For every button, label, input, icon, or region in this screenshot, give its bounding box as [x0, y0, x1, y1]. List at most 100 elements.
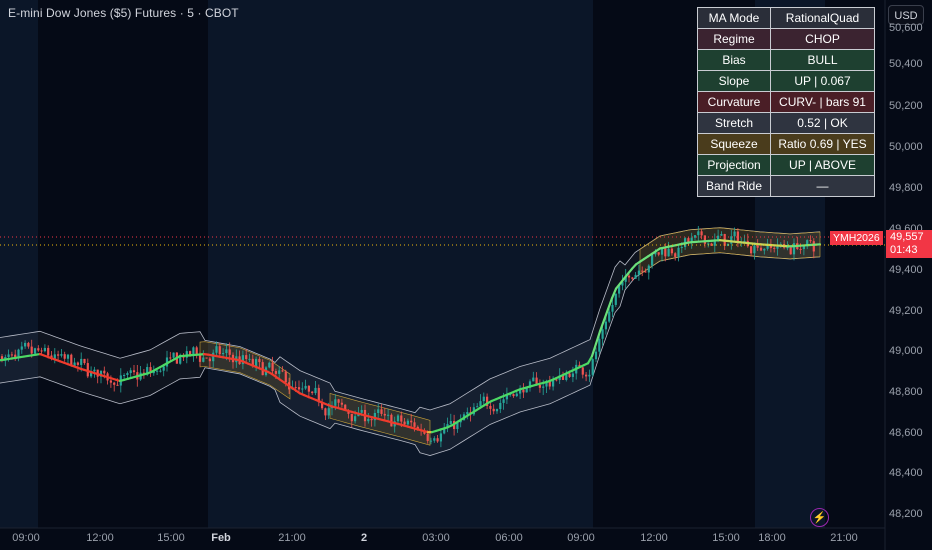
candle-body — [786, 247, 789, 249]
time-tick: 03:00 — [422, 532, 450, 544]
candle-body — [677, 247, 680, 257]
price-tick: 48,400 — [889, 467, 923, 479]
candle-body — [218, 346, 221, 355]
candle-body — [703, 235, 706, 244]
candle-body — [588, 374, 591, 377]
candle-body — [799, 248, 802, 250]
price-tick: 48,800 — [889, 386, 923, 398]
candle-body — [215, 346, 218, 353]
candle-body — [248, 358, 251, 360]
candle-body — [103, 370, 106, 374]
candle-body — [525, 387, 528, 393]
stats-key: Projection — [697, 154, 771, 176]
candle-body — [195, 347, 198, 355]
candle-body — [159, 370, 162, 372]
candle-body — [228, 349, 231, 355]
ma-segment — [610, 287, 618, 300]
candle-body — [759, 247, 763, 251]
candle-body — [90, 371, 93, 377]
candle-body — [73, 362, 76, 367]
candle-body — [403, 421, 406, 425]
candle-body — [165, 357, 169, 367]
time-tick: 15:00 — [157, 532, 185, 544]
candle-body — [806, 240, 809, 246]
candle-body — [93, 369, 96, 372]
stats-row: MA Mode RationalQuad — [697, 7, 875, 29]
candle-body — [116, 384, 119, 386]
candle-body — [172, 352, 175, 358]
candle-body — [185, 351, 188, 358]
candle-body — [410, 420, 413, 423]
candle-body — [558, 375, 561, 381]
candle-body — [479, 401, 482, 407]
candle-body — [604, 321, 607, 330]
candle-body — [519, 389, 522, 394]
candle-body — [733, 231, 736, 237]
stats-row: Slope UP | 0.067 — [697, 70, 875, 92]
stats-value: Ratio 0.69 | YES — [770, 133, 875, 155]
candle-body — [225, 349, 228, 354]
candle-body — [618, 285, 621, 294]
candle-body — [446, 424, 449, 428]
candle-body — [40, 350, 43, 352]
candle-body — [212, 352, 215, 362]
candle-body — [57, 354, 60, 356]
candle-body — [654, 252, 657, 255]
candle-body — [202, 357, 205, 362]
candle-body — [278, 370, 281, 374]
stats-value: CURV- | bars 91 — [770, 91, 875, 113]
last-price-value: 49,557 — [890, 231, 924, 243]
candle-body — [321, 402, 324, 409]
candle-body — [162, 366, 165, 371]
chart-title: E-mini Dow Jones ($5) Futures · 5 · CBOT — [8, 6, 239, 20]
candle-body — [10, 354, 13, 356]
candle-body — [548, 380, 551, 387]
candle-body — [281, 370, 284, 372]
candle-body — [413, 422, 416, 427]
candle-body — [43, 347, 46, 352]
stats-key: Curvature — [697, 91, 771, 113]
candle-body — [367, 418, 370, 422]
candle-body — [80, 358, 83, 365]
candle-body — [297, 387, 301, 390]
price-tick: 48,600 — [889, 427, 923, 439]
candle-body — [499, 402, 502, 410]
time-tick: 21:00 — [830, 532, 858, 544]
candle-body — [657, 252, 660, 255]
candle-body — [631, 277, 634, 279]
candle-body — [30, 346, 33, 354]
candle-body — [532, 377, 535, 382]
candle-body — [113, 382, 116, 385]
candle-body — [304, 385, 307, 389]
candle-body — [189, 351, 192, 356]
candle-body — [624, 275, 627, 282]
session-shading — [0, 0, 825, 528]
candle-body — [687, 238, 690, 243]
stats-key: Band Ride — [697, 175, 771, 197]
candle-body — [396, 415, 400, 422]
candle-body — [27, 342, 30, 347]
candle-body — [528, 381, 532, 388]
candle-body — [337, 399, 340, 403]
time-tick: 18:00 — [758, 532, 786, 544]
candle-body — [647, 265, 650, 273]
candle-body — [324, 408, 327, 416]
price-tick: 50,000 — [889, 141, 923, 153]
time-tick: 09:00 — [567, 532, 595, 544]
candle-body — [109, 380, 112, 383]
candle-body — [17, 349, 20, 358]
candle-body — [792, 243, 796, 255]
candle-body — [53, 354, 56, 359]
candle-body — [123, 375, 126, 377]
bar-countdown: 01:43 — [890, 244, 918, 256]
candle-body — [660, 248, 664, 255]
currency-button[interactable]: USD — [888, 5, 924, 25]
candle-body — [756, 245, 759, 248]
candle-body — [60, 354, 63, 356]
lightning-icon[interactable]: ⚡ — [810, 508, 829, 527]
candle-body — [426, 433, 429, 441]
candle-body — [307, 385, 310, 392]
candle-body — [667, 248, 670, 257]
candle-body — [598, 338, 601, 352]
